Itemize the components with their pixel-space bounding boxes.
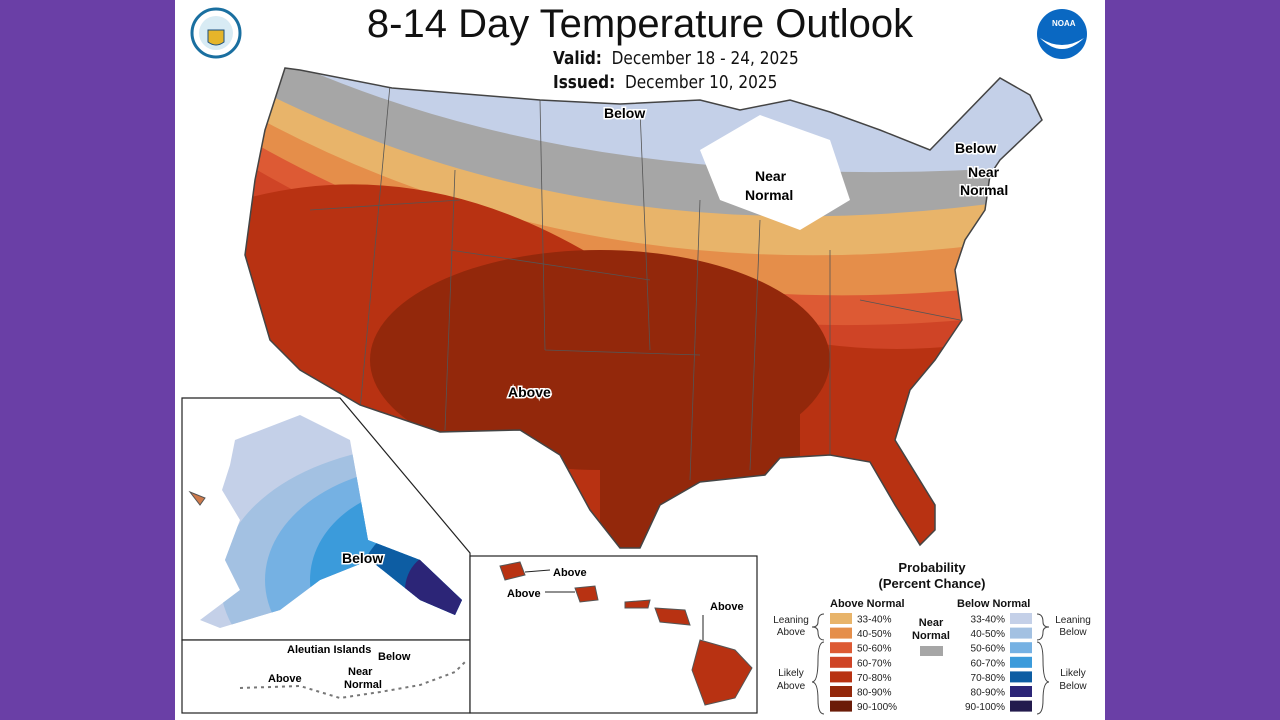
legend-above-swatch xyxy=(830,642,852,654)
legend-title-1: Probability xyxy=(898,560,966,575)
label-near-normal-1: Near xyxy=(755,168,787,184)
legend-above-swatch xyxy=(830,656,852,668)
label-below-north: Below xyxy=(604,105,645,121)
label-ne-near-1: Near xyxy=(968,164,1000,180)
legend-above-range: 70-80% xyxy=(857,673,892,684)
valid-dates: Valid: December 18 - 24, 2025 xyxy=(553,48,799,69)
likely-above-1: Likely xyxy=(778,668,804,679)
legend-above-range: 40-50% xyxy=(857,629,892,640)
legend-below-range: 70-80% xyxy=(971,673,1006,684)
valid-value: December 18 - 24, 2025 xyxy=(611,48,799,69)
legend-above-swatch xyxy=(830,671,852,683)
legend-above-range: 33-40% xyxy=(857,615,892,626)
legend-below-range: 40-50% xyxy=(971,629,1006,640)
legend-below-header: Below Normal xyxy=(957,598,1030,610)
conus-outline xyxy=(244,67,1043,549)
legend-below-swatch xyxy=(1010,686,1032,697)
legend-near-1: Near xyxy=(919,617,944,629)
aleutian-below: Below xyxy=(378,651,411,663)
label-alaska-below: Below xyxy=(342,550,383,566)
label-near-normal-2: Normal xyxy=(745,187,793,203)
legend-below-swatch xyxy=(1010,700,1032,712)
legend-above-swatch xyxy=(830,613,852,624)
aleutian-near-2: Normal xyxy=(344,679,382,691)
legend-above-range: 60-70% xyxy=(857,658,892,669)
great-lakes xyxy=(700,115,850,230)
legend-above-range: 80-90% xyxy=(857,688,892,699)
legend-below-swatch xyxy=(1010,671,1032,683)
issued-label: Issued: xyxy=(553,72,616,93)
legend-above-range: 90-100% xyxy=(857,702,897,713)
leaning-above-1: Leaning xyxy=(773,615,809,626)
legend-below-range: 90-100% xyxy=(965,702,1005,713)
aleutian-above: Above xyxy=(268,673,302,685)
legend-above-swatch xyxy=(830,627,852,639)
legend-near-swatch xyxy=(920,646,943,656)
legend-below-range: 80-90% xyxy=(971,688,1006,699)
legend-title-2: (Percent Chance) xyxy=(879,576,986,591)
legend-below-swatch xyxy=(1010,627,1032,639)
hawaii-above-3: Above xyxy=(710,601,744,613)
alaska-inset: Below xyxy=(181,397,471,641)
legend-below-swatch xyxy=(1010,656,1032,668)
legend-near-2: Normal xyxy=(912,630,950,642)
label-ne-near-2: Normal xyxy=(960,182,1008,198)
page-title: 8-14 Day Temperature Outlook xyxy=(366,2,914,46)
legend-below-range: 50-60% xyxy=(971,644,1006,655)
aleutian-inset: Aleutian Islands Below Near Normal Above xyxy=(181,639,471,714)
aleutian-near-1: Near xyxy=(348,666,373,678)
legend-below-swatch xyxy=(1010,613,1032,624)
valid-label: Valid: xyxy=(553,48,602,69)
legend-above-swatch xyxy=(830,700,852,712)
likely-below-2: Below xyxy=(1059,681,1087,692)
legend-above-swatch xyxy=(830,686,852,697)
legend-below-swatch xyxy=(1010,642,1032,654)
leaning-above-2: Above xyxy=(777,627,806,638)
likely-below-1: Likely xyxy=(1060,668,1086,679)
legend-above-header: Above Normal xyxy=(830,598,905,610)
hawaii-above-1: Above xyxy=(553,567,587,579)
hawaii-above-2: Above xyxy=(507,588,541,600)
likely-above-2: Above xyxy=(777,681,806,692)
issued-date: Issued: December 10, 2025 xyxy=(553,72,777,93)
label-below-northeast: Below xyxy=(955,140,996,156)
noaa-logo: NOAA xyxy=(1037,9,1087,59)
legend: Probability (Percent Chance) Above Norma… xyxy=(773,560,1091,715)
legend-below-range: 60-70% xyxy=(971,658,1006,669)
label-above: Above xyxy=(508,384,551,400)
commerce-seal-logo xyxy=(190,7,242,59)
leaning-below-1: Leaning xyxy=(1055,615,1091,626)
state-borders xyxy=(309,84,961,481)
legend-below-range: 33-40% xyxy=(971,615,1006,626)
hawaii-inset: Above Above Above xyxy=(469,555,758,714)
aleutian-title: Aleutian Islands xyxy=(287,644,371,656)
leaning-below-2: Below xyxy=(1059,627,1087,638)
svg-text:NOAA: NOAA xyxy=(1052,19,1076,28)
legend-above-range: 50-60% xyxy=(857,644,892,655)
issued-value: December 10, 2025 xyxy=(624,72,778,93)
